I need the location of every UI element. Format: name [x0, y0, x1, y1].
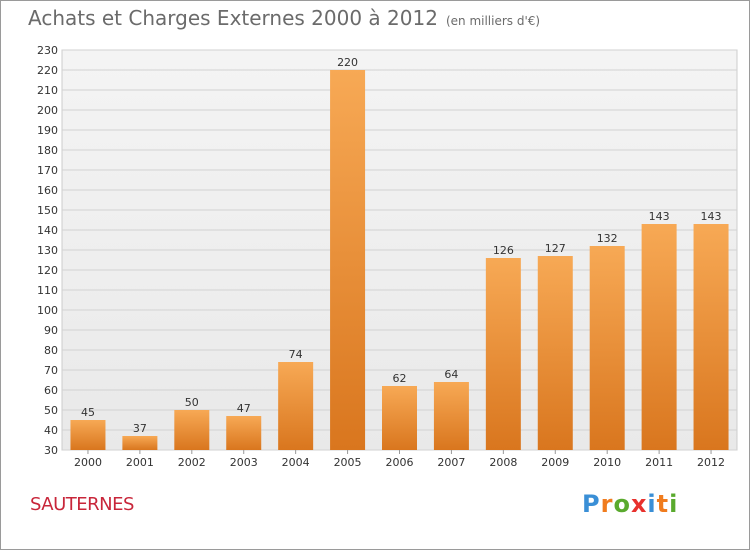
x-tick-label-2008: 2008	[489, 456, 517, 469]
value-label-2010: 132	[597, 232, 618, 245]
logo-letter: P	[582, 490, 601, 518]
value-label-2007: 64	[444, 368, 458, 381]
title-text: Achats et Charges Externes 2000 à 2012	[28, 6, 438, 30]
x-tick-label-2011: 2011	[645, 456, 673, 469]
value-label-2009: 127	[545, 242, 566, 255]
bar-2012	[693, 224, 729, 450]
chart-title: Achats et Charges Externes 2000 à 2012 (e…	[28, 6, 540, 30]
y-tick-label: 190	[37, 124, 58, 137]
x-tick-label-2006: 2006	[386, 456, 414, 469]
bar-2007	[433, 382, 469, 450]
value-label-2011: 143	[649, 210, 670, 223]
logo-letter: x	[630, 490, 648, 518]
y-tick-label: 40	[44, 424, 58, 437]
bar-2010	[589, 246, 625, 450]
y-tick-label: 140	[37, 224, 58, 237]
value-labels: 45 37 50 47 74 220 62 64 126 127 132 143 143	[81, 56, 722, 435]
value-label-2008: 126	[493, 244, 514, 257]
bar-2005	[330, 70, 366, 450]
x-tick-label-2010: 2010	[593, 456, 621, 469]
y-tick-label: 130	[37, 244, 58, 257]
value-label-2003: 47	[237, 402, 251, 415]
bar-2006	[382, 386, 417, 450]
y-tick-label: 120	[37, 264, 58, 277]
x-tick-label-2012: 2012	[697, 456, 725, 469]
bar-2000	[70, 420, 106, 450]
y-tick-label: 100	[37, 304, 58, 317]
x-tick-label-2004: 2004	[282, 456, 310, 469]
bar-2004	[278, 362, 314, 450]
y-tick-label: 220	[37, 64, 58, 77]
bars	[70, 70, 729, 450]
bar-2003	[226, 416, 262, 450]
logo-letter: r	[600, 490, 614, 518]
y-tick-label: 230	[37, 44, 58, 57]
bar-2001	[122, 436, 158, 450]
x-tick-label-2002: 2002	[178, 456, 206, 469]
x-tick-label-2005: 2005	[334, 456, 362, 469]
value-label-2002: 50	[185, 396, 199, 409]
y-tick-label: 80	[44, 344, 58, 357]
bar-2002	[174, 410, 210, 450]
y-tick-label: 150	[37, 204, 58, 217]
x-tick-label-2000: 2000	[74, 456, 102, 469]
y-tick-label: 210	[37, 84, 58, 97]
bar-2011	[641, 224, 677, 450]
value-label-2005: 220	[337, 56, 358, 69]
logo-letter: i	[647, 490, 657, 518]
value-label-2001: 37	[133, 422, 147, 435]
y-tick-label: 110	[37, 284, 58, 297]
x-tick-label-2009: 2009	[541, 456, 569, 469]
y-tick-label: 30	[44, 444, 58, 457]
y-tick-label: 180	[37, 144, 58, 157]
value-label-2012: 143	[701, 210, 722, 223]
x-tick-label-2001: 2001	[126, 456, 154, 469]
bar-2008	[485, 258, 521, 450]
value-label-2000: 45	[81, 406, 95, 419]
logo-letter: o	[613, 490, 631, 518]
y-axis-ticks: 30 40 50 60 70 80 90 100 110 120 130 140 150 160 170 18…	[37, 44, 58, 457]
y-tick-label: 60	[44, 384, 58, 397]
title-unit: (en milliers d'€)	[445, 14, 541, 28]
y-tick-label: 170	[37, 164, 58, 177]
y-tick-label: 200	[37, 104, 58, 117]
y-tick-label: 90	[44, 324, 58, 337]
y-tick-label: 160	[37, 184, 58, 197]
x-tick-label-2007: 2007	[437, 456, 465, 469]
y-tick-label: 70	[44, 364, 58, 377]
x-axis-ticks: 2000 2001 2002 2003 2004 2005 2006 2007 2008 2009…	[74, 450, 725, 469]
logo-letter: i	[669, 490, 679, 518]
place-name: SAUTERNES	[30, 494, 134, 515]
bar-2009	[537, 256, 573, 450]
y-tick-label: 50	[44, 404, 58, 417]
x-tick-label-2003: 2003	[230, 456, 258, 469]
value-label-2004: 74	[289, 348, 303, 361]
value-label-2006: 62	[393, 372, 407, 385]
logo-letter: t	[656, 490, 670, 518]
proxiti-logo: Proxiti	[582, 490, 678, 518]
